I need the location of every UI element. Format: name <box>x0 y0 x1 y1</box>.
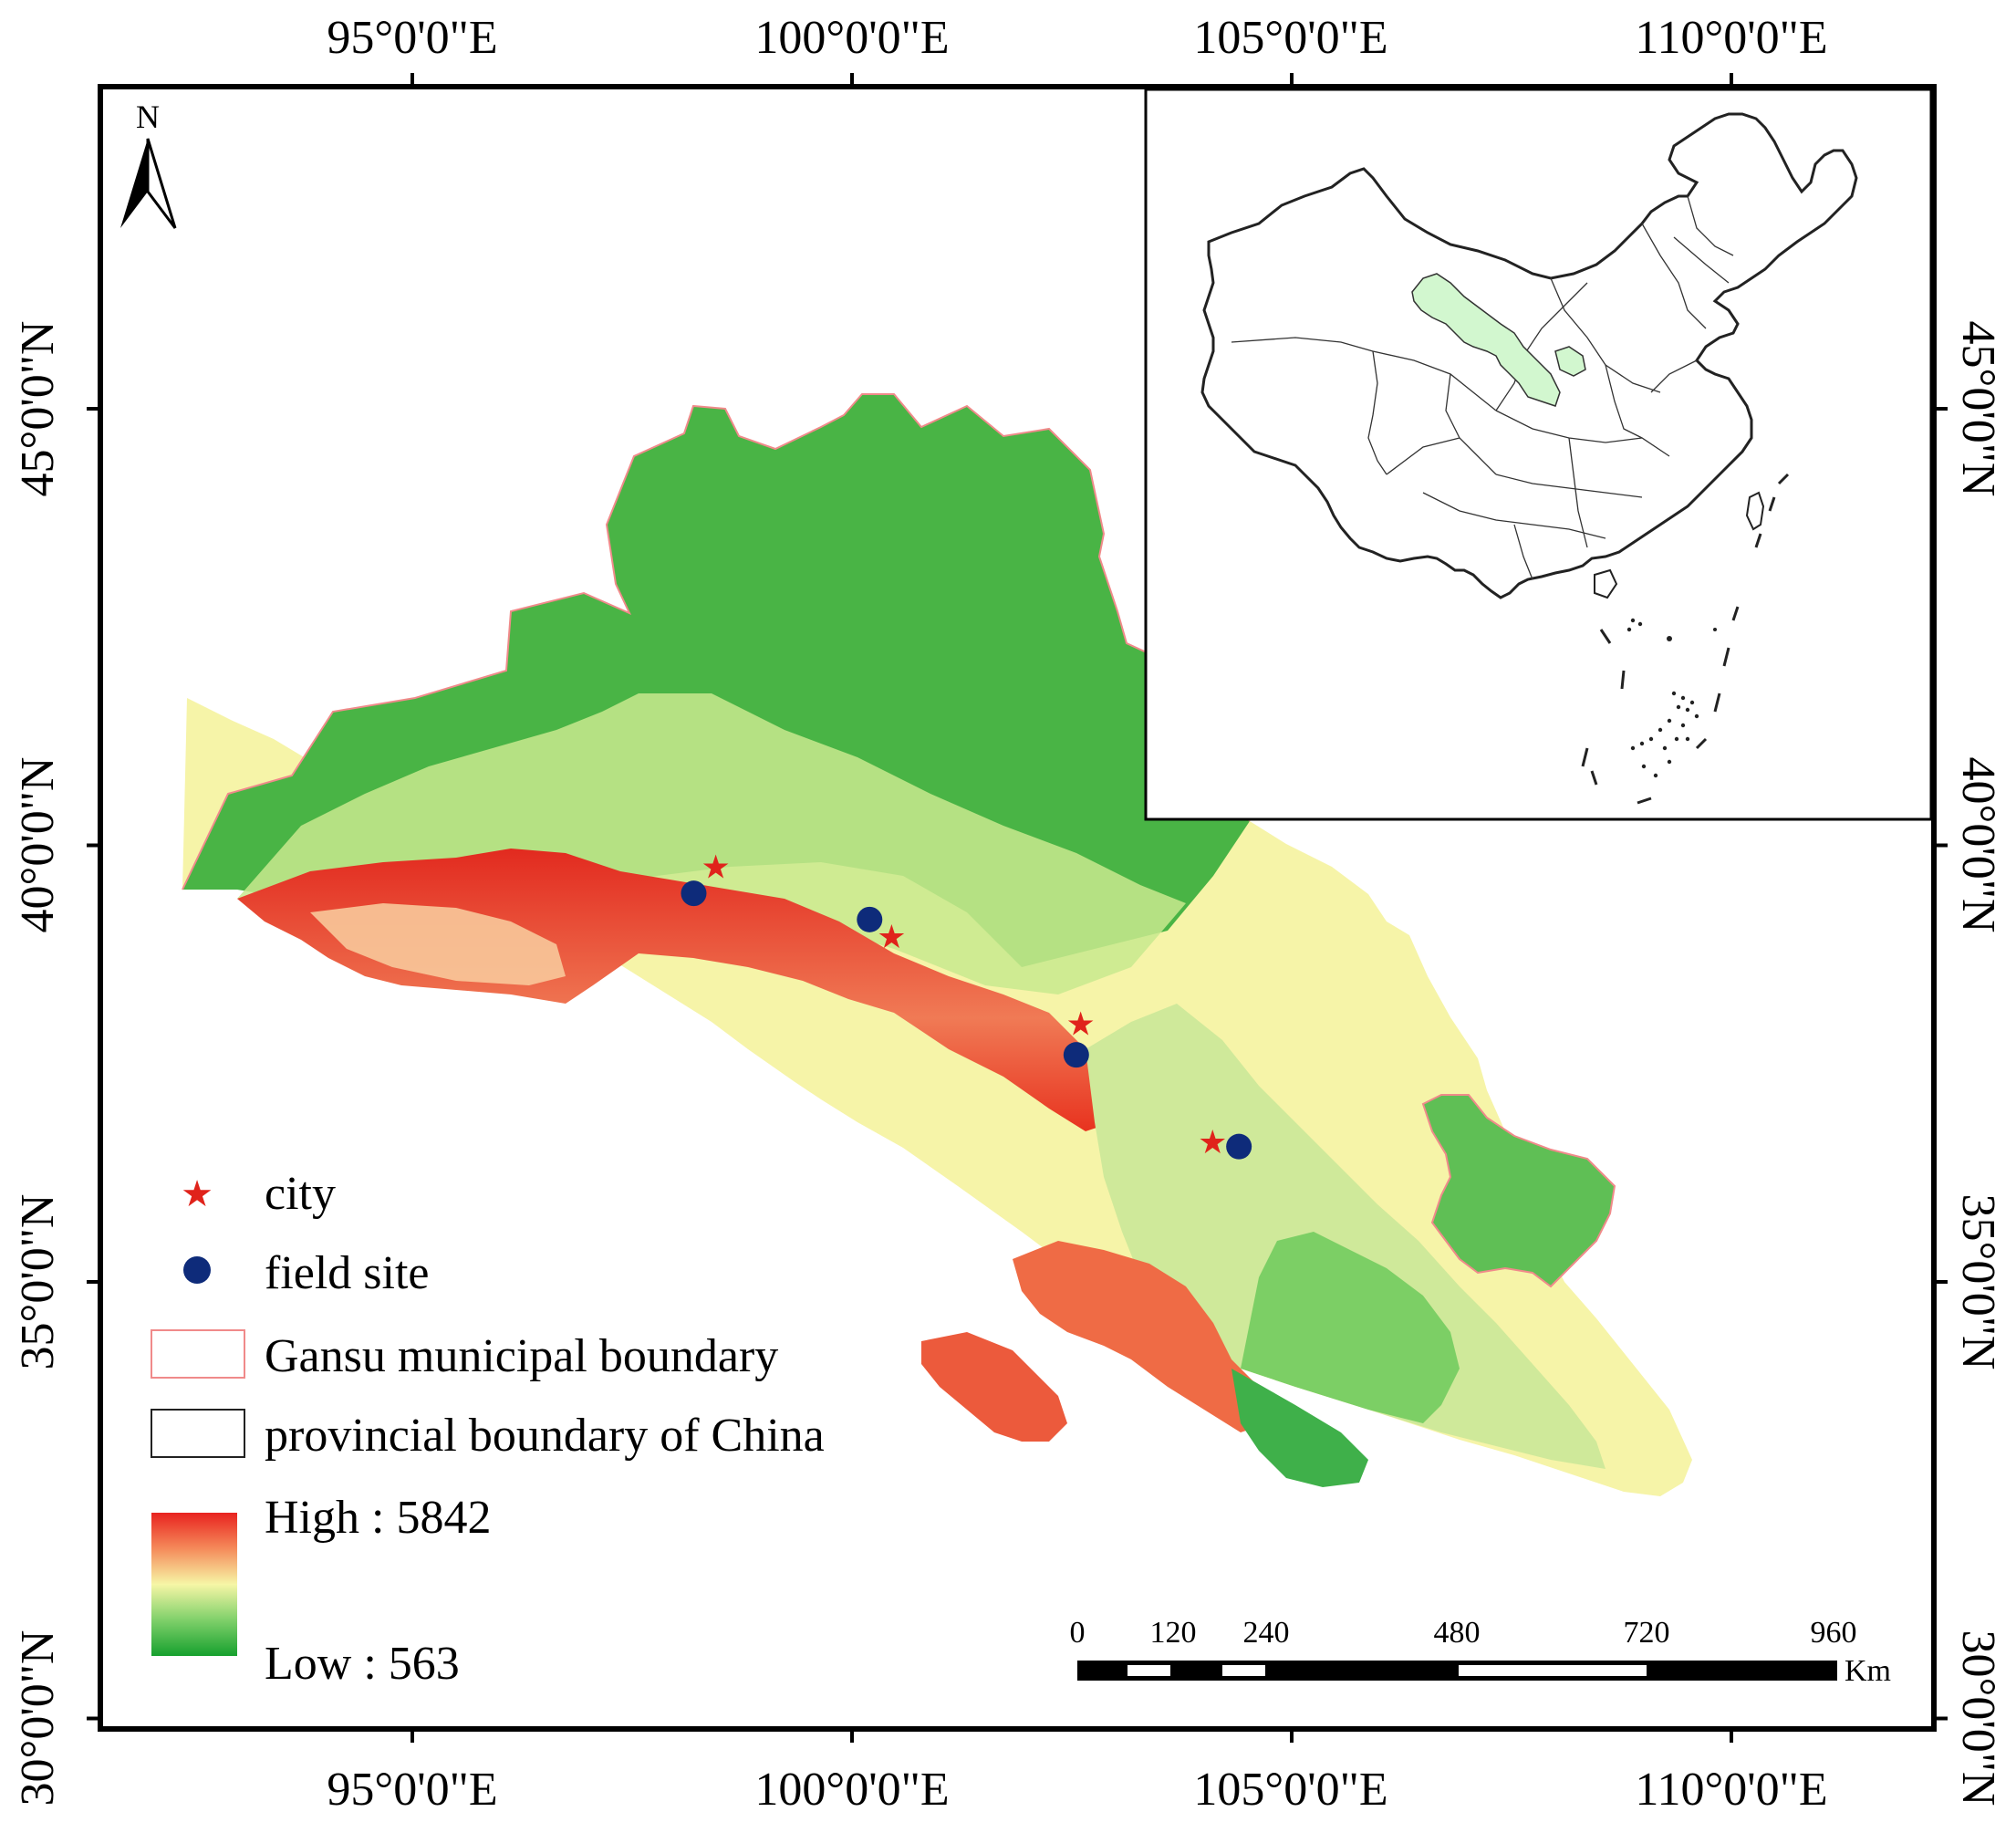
lat-label-left-35: 35°0'0"N <box>12 1194 64 1370</box>
province-lines <box>1231 195 1734 580</box>
lon-label-bottom-95: 95°0'0"E <box>327 1764 497 1816</box>
legend-city-symbol: ★ <box>181 1173 213 1214</box>
city-marker-2: ★ <box>877 919 906 955</box>
inset-gansu-east <box>1554 346 1586 377</box>
terrain-north-light <box>237 693 1186 994</box>
legend-field-site-symbol <box>183 1256 211 1284</box>
scale-tick-960: 960 <box>1811 1616 1857 1650</box>
inset-hainan <box>1594 568 1618 599</box>
scale-bar: 0 120 240 480 720 960 Km <box>1070 1616 1892 1688</box>
inset-gansu-highlight <box>1411 273 1561 407</box>
scale-unit: Km <box>1845 1654 1891 1688</box>
lat-label-left-40: 40°0'0"N <box>12 757 64 933</box>
city-marker-4: ★ <box>1198 1124 1227 1161</box>
terrain-southeast-green <box>1241 1232 1460 1423</box>
legend-field-site-label: field site <box>265 1247 430 1299</box>
city-marker-1: ★ <box>701 849 730 885</box>
scale-tick-0: 0 <box>1070 1616 1086 1650</box>
lon-label-bottom-110: 110°0'0"E <box>1635 1764 1827 1816</box>
scale-tick-480: 480 <box>1434 1616 1481 1650</box>
field-site-marker-2 <box>857 906 883 932</box>
terrain-layers <box>182 394 1250 994</box>
graticule-ticks <box>87 73 1948 1743</box>
legend-low-label: Low : 563 <box>265 1638 460 1690</box>
lat-label-left-30: 30°0'0"N <box>12 1630 64 1807</box>
field-site-marker-4 <box>1226 1133 1252 1160</box>
legend-gansu-boundary-label: Gansu municipal boundary <box>265 1330 778 1382</box>
lat-label-right-30: 30°0'0"N <box>1952 1630 2004 1807</box>
north-arrow-right <box>146 138 177 229</box>
gansu-boundary <box>182 393 1251 890</box>
terrain-southwest-lobe <box>921 1332 1067 1442</box>
scale-seg-white-3 <box>1459 1665 1647 1676</box>
field-site-marker-3 <box>1063 1042 1089 1068</box>
lon-label-bottom-100: 100°0'0"E <box>754 1764 949 1816</box>
legend-city-label: city <box>265 1168 336 1220</box>
inset-nine-dash <box>1581 473 1790 805</box>
north-arrow-left <box>120 139 148 228</box>
scale-tick-120: 120 <box>1150 1616 1197 1650</box>
terrain-gannan-red <box>1013 1241 1268 1432</box>
lat-label-right-45: 45°0'0"N <box>1952 321 2004 497</box>
scale-seg-white-1 <box>1128 1665 1170 1676</box>
north-arrow: N <box>120 99 177 229</box>
terrain-east-lobe <box>1421 1094 1616 1288</box>
inset-islands <box>1626 618 1717 778</box>
terrain-qaidam-light <box>310 903 566 985</box>
lon-label-bottom-105: 105°0'0"E <box>1193 1764 1387 1816</box>
legend: ★ city field site Gansu municipal bounda… <box>151 1168 825 1690</box>
terrain-south-tip <box>1231 1369 1368 1487</box>
field-site-marker-1 <box>681 880 707 907</box>
scale-tick-720: 720 <box>1624 1616 1670 1650</box>
inset-taiwan <box>1745 491 1765 531</box>
north-label: N <box>136 99 160 135</box>
lat-label-right-35: 35°0'0"N <box>1952 1194 2004 1370</box>
scale-seg-white-2 <box>1222 1665 1265 1676</box>
legend-dem-ramp <box>151 1513 237 1656</box>
lon-label-top-110: 110°0'0"E <box>1635 12 1827 64</box>
markers-layer: ★ ★ ★ ★ <box>681 849 1252 1161</box>
lon-label-top-100: 100°0'0"E <box>754 12 949 64</box>
city-marker-3: ★ <box>1065 1006 1095 1043</box>
legend-gansu-boundary-swatch <box>151 1329 245 1379</box>
lat-label-left-45: 45°0'0"N <box>12 321 64 497</box>
lon-label-top-105: 105°0'0"E <box>1193 12 1387 64</box>
inset-map <box>1144 88 1933 821</box>
scale-tick-240: 240 <box>1243 1616 1290 1650</box>
legend-provincial-boundary-swatch <box>151 1409 245 1458</box>
lat-label-right-40: 40°0'0"N <box>1952 757 2004 933</box>
lon-label-top-95: 95°0'0"E <box>327 12 497 64</box>
legend-high-label: High : 5842 <box>265 1492 491 1544</box>
legend-provincial-boundary-label: provincial boundary of China <box>265 1410 825 1462</box>
scale-bar-outline <box>1077 1661 1837 1681</box>
